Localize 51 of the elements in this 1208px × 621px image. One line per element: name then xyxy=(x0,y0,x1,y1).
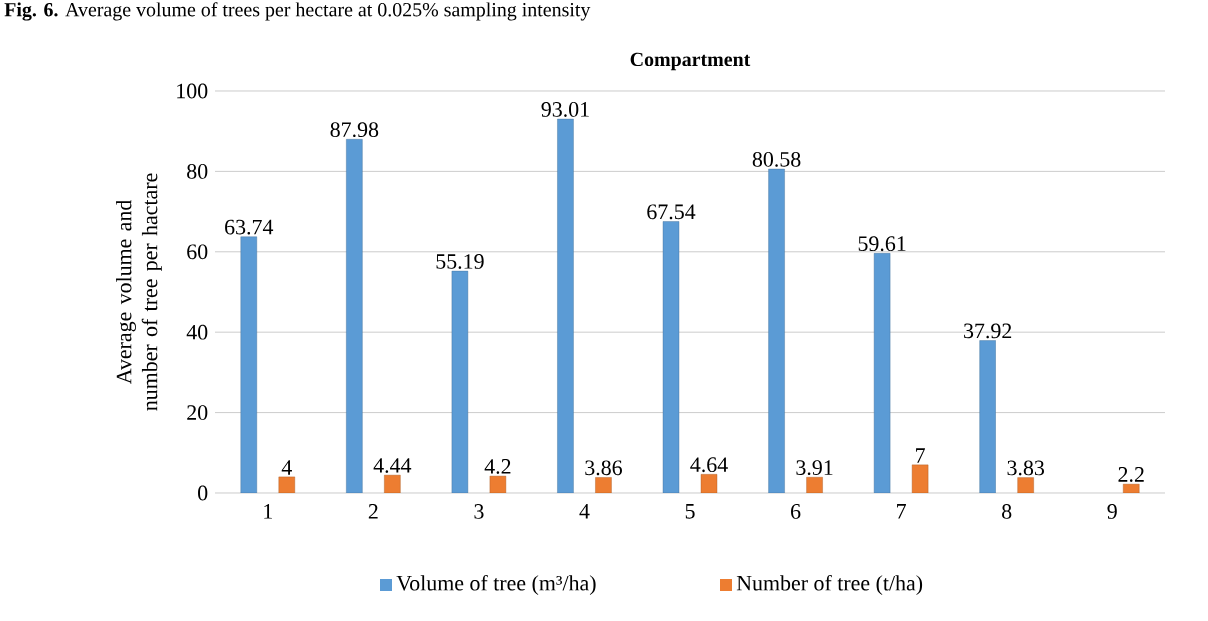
legend-label: Volume of tree (m³/ha) xyxy=(396,574,596,596)
x-tick-label: 2 xyxy=(368,504,378,519)
bar xyxy=(240,236,257,493)
data-label: 3.91 xyxy=(796,460,833,476)
x-tick-label: 1 xyxy=(264,504,272,519)
x-tick-label: 5 xyxy=(685,504,695,519)
bar xyxy=(1017,477,1034,493)
bar xyxy=(346,139,363,493)
data-label: 7 xyxy=(916,448,925,463)
x-tick-label: 4 xyxy=(579,504,590,519)
data-label: 2.2 xyxy=(1118,467,1144,482)
y-tick-label: 20 xyxy=(187,405,208,420)
bar xyxy=(979,340,996,493)
x-tick-label: 7 xyxy=(897,504,906,519)
data-label: 4.2 xyxy=(484,459,511,474)
data-label: 93.01 xyxy=(541,101,589,117)
bar xyxy=(278,476,295,493)
bar xyxy=(489,475,507,493)
y-tick-label: 0 xyxy=(198,485,208,501)
x-tick-label: 8 xyxy=(1002,504,1012,519)
y-tick-label: 80 xyxy=(187,163,208,179)
text: Fig. 6. Average volume of trees per hectare at 0.025% sampling intensity xyxy=(4,2,591,21)
y-axis-title: Average volume and number of tree per hactare xyxy=(116,173,162,411)
data-label: 67.54 xyxy=(647,204,696,220)
data-label: 3.83 xyxy=(1007,460,1044,476)
data-label: 87.98 xyxy=(330,122,379,138)
y-tick-label: 100 xyxy=(177,83,208,99)
bar xyxy=(806,477,823,493)
data-label: 3.86 xyxy=(585,460,622,476)
bar xyxy=(557,118,574,493)
data-label: 80.58 xyxy=(752,151,801,167)
data-label: 4 xyxy=(281,460,292,475)
data-label: 4.44 xyxy=(373,458,412,473)
x-tick-label: 6 xyxy=(791,504,801,519)
y-tick-label: 60 xyxy=(187,244,208,260)
data-label: 37.92 xyxy=(964,323,1012,339)
data-label: 4.64 xyxy=(690,457,728,473)
data-label: 59.61 xyxy=(858,236,906,252)
bar xyxy=(595,477,612,493)
bar xyxy=(768,168,785,493)
bar xyxy=(700,474,718,493)
y-tick-label: 40 xyxy=(186,324,208,340)
data-label: 55.19 xyxy=(436,254,484,269)
x-tick-label: 9 xyxy=(1107,504,1117,519)
bar xyxy=(1123,483,1140,493)
legend-label: Number of tree (t/ha) xyxy=(736,574,923,596)
data-label: 63.74 xyxy=(225,219,274,235)
bar xyxy=(384,474,401,493)
x-tick-label: 3 xyxy=(474,504,484,519)
bar xyxy=(911,464,929,493)
chart-title: Compartment xyxy=(630,52,751,71)
